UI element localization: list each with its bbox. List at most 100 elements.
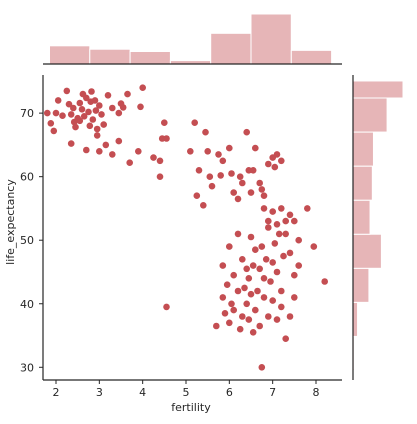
y-axis-label: life_expectancy (4, 179, 17, 265)
scatter-point (191, 119, 198, 126)
scatter-point (275, 230, 283, 238)
scatter-point (67, 111, 75, 118)
scatter-point (258, 186, 266, 193)
scatter-point (195, 167, 203, 174)
scatter-point (258, 364, 266, 371)
scatter-point (304, 205, 311, 212)
scatter-point (126, 159, 133, 166)
scatter-point (260, 192, 268, 199)
scatter-point (236, 325, 244, 333)
scatter-point (98, 111, 105, 118)
scatter-point (256, 179, 264, 187)
scatter-point (47, 120, 55, 127)
scatter-point (247, 189, 255, 196)
y-hist-bar (352, 97, 388, 133)
scatter-point (249, 262, 257, 269)
scatter-point (230, 271, 237, 279)
scatter-point (100, 121, 107, 128)
x-tick-label: 6 (226, 386, 233, 399)
scatter-point (245, 316, 253, 323)
scatter-point (295, 262, 303, 269)
x-tick-label: 2 (53, 386, 60, 399)
scatter-point (119, 104, 127, 111)
scatter-point (226, 243, 233, 250)
scatter-point (80, 113, 88, 120)
y-tick-label: 60 (20, 171, 34, 184)
scatter-point (202, 128, 209, 136)
scatter-point (269, 208, 277, 215)
scatter-point (243, 300, 250, 308)
scatter-point (271, 163, 279, 171)
scatter-point (260, 275, 268, 282)
scatter-point (256, 265, 264, 273)
axis-ticks: 2 3 4 5 6 7 8 30 40 50 60 70 (20, 107, 320, 399)
scatter-point (226, 319, 233, 327)
y-hist-bar (352, 267, 370, 303)
scatter-point (321, 278, 329, 285)
scatter-point (76, 117, 84, 125)
scatter-point (286, 211, 294, 219)
scatter-point (252, 144, 259, 152)
scatter-point (93, 125, 101, 133)
scatter-point (262, 255, 270, 263)
scatter-point (96, 148, 103, 155)
scatter-point (228, 170, 235, 177)
scatter-point (161, 119, 168, 126)
scatter-point (243, 265, 250, 273)
scatter-point (267, 278, 274, 285)
scatter-point (156, 173, 164, 180)
scatter-point (59, 112, 66, 119)
scatter-point (124, 90, 131, 98)
y-hist-bar (352, 199, 371, 235)
scatter-point (52, 109, 60, 117)
scatter-point (243, 128, 250, 136)
scatter-point (247, 233, 255, 241)
scatter-point (91, 97, 99, 104)
scatter-point (239, 179, 246, 187)
scatter-point (280, 252, 287, 260)
scatter-point (219, 294, 227, 301)
scatter-point (206, 173, 214, 180)
scatter-point (265, 224, 272, 231)
x-tick-label: 4 (139, 386, 146, 399)
scatter-point (291, 271, 298, 279)
scatter-point (78, 106, 86, 113)
scatter-point (241, 284, 248, 292)
scatter-point (115, 109, 123, 117)
scatter-point (247, 290, 255, 298)
scatter-point (239, 255, 246, 263)
scatter-point (260, 294, 268, 301)
scatter-point (273, 221, 281, 228)
scatter-point (72, 123, 79, 131)
scatter-point (93, 132, 101, 139)
scatter-point (223, 281, 231, 289)
y-hist-bar (352, 131, 374, 167)
x-hist-bar (89, 48, 131, 65)
x-hist-bar (129, 51, 171, 65)
scatter-point (86, 122, 94, 130)
scatter-point (249, 329, 257, 336)
scatter-point (213, 322, 220, 330)
scatter-point (215, 151, 222, 158)
scatter-point (291, 294, 298, 301)
scatter-point (88, 88, 95, 95)
x-hist-bar (250, 13, 292, 65)
scatter-point (282, 217, 290, 225)
scatter-point (271, 240, 279, 247)
scatter-point (230, 306, 237, 314)
y-tick-label: 70 (20, 107, 34, 120)
scatter-point (252, 246, 259, 253)
scatter-point (221, 310, 229, 317)
scatter-point (234, 287, 242, 295)
scatter-point (63, 87, 71, 95)
scatter-point (265, 313, 272, 320)
scatter-point (286, 313, 294, 320)
scatter-point (256, 322, 264, 330)
scatter-point (228, 300, 235, 308)
scatter-point (226, 144, 233, 152)
scatter-point (54, 97, 62, 104)
scatter-point (187, 148, 194, 155)
scatter-point (230, 189, 237, 196)
